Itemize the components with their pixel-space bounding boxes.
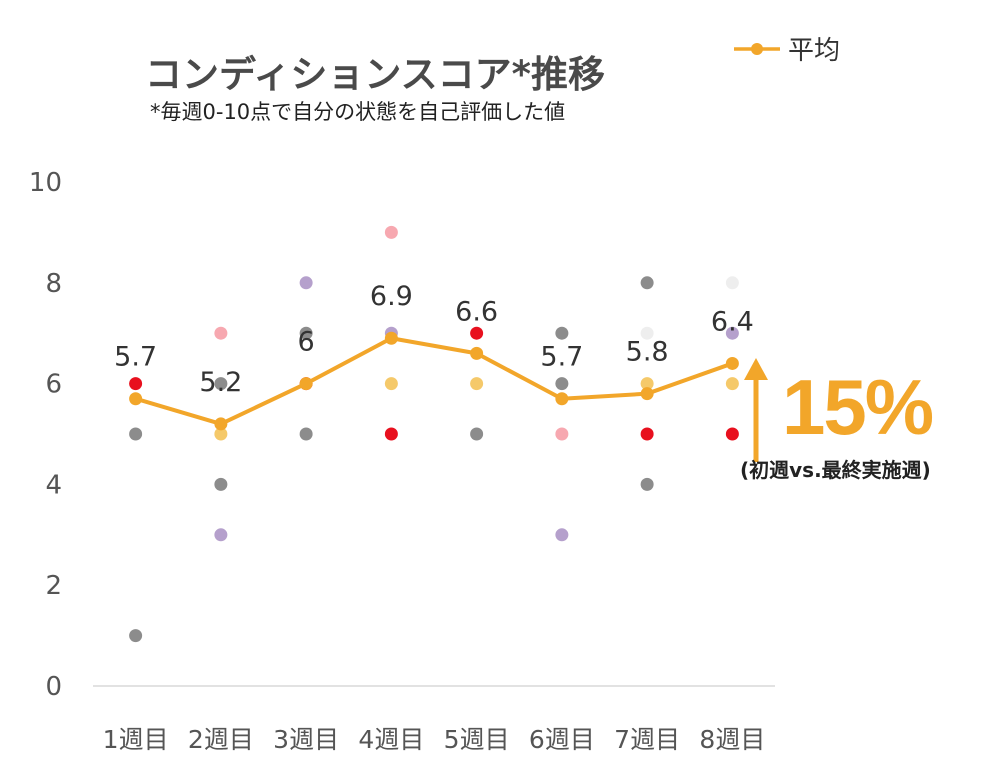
average-data-label: 6.9 (370, 281, 413, 312)
individual-score-point (129, 427, 143, 441)
average-data-label: 5.7 (114, 342, 157, 373)
average-data-label: 5.7 (540, 342, 583, 373)
individual-score-point (299, 427, 313, 441)
average-data-label: 6.6 (455, 296, 498, 327)
legend: 平均 (732, 30, 840, 67)
average-point (384, 331, 398, 345)
average-point (640, 387, 654, 401)
individual-score-point (555, 377, 569, 391)
individual-score-point (470, 427, 484, 441)
x-tick-label: 1週目 (103, 725, 169, 754)
individual-score-point (214, 477, 228, 491)
average-data-label: 5.2 (199, 367, 242, 398)
individual-score-point (725, 377, 739, 391)
individual-score-point (470, 377, 484, 391)
individual-score-point (214, 326, 228, 340)
individual-score-point (214, 528, 228, 542)
individual-score-point (299, 276, 313, 290)
chart-subtitle: *毎週0-10点で自分の状態を自己評価した値 (150, 100, 566, 124)
individual-score-point (640, 276, 654, 290)
individual-score-point (640, 477, 654, 491)
average-line (135, 336, 734, 426)
y-tick-label: 8 (45, 269, 62, 299)
legend-line-icon (734, 42, 780, 55)
average-data-label: 5.8 (626, 337, 669, 368)
x-tick-label: 8週目 (699, 725, 765, 754)
individual-score-point (384, 377, 398, 391)
improvement-percent: 15% (782, 363, 934, 451)
x-tick-label: 7週目 (614, 725, 680, 754)
individual-score-point (129, 629, 143, 643)
individual-score-point (299, 326, 313, 340)
legend-label: 平均 (788, 36, 841, 66)
improvement-callout: 15% (初週vs.最終実施週) (740, 358, 980, 498)
individual-score-point (640, 326, 654, 340)
individual-score-point (384, 427, 398, 441)
individual-score-point (640, 427, 654, 441)
y-tick-label: 6 (45, 370, 62, 400)
x-tick-label: 5週目 (444, 725, 510, 754)
x-tick-label: 2週目 (188, 725, 254, 754)
individual-score-point (725, 427, 739, 441)
average-point (214, 417, 228, 431)
average-point (299, 377, 313, 391)
up-arrow-icon (744, 358, 768, 462)
individual-score-point (555, 427, 569, 441)
individual-score-point (470, 326, 484, 340)
average-point (470, 346, 484, 360)
individual-score-point (725, 326, 739, 340)
average-point (725, 356, 739, 370)
y-tick-label: 2 (45, 571, 62, 601)
y-tick-label: 10 (29, 168, 62, 198)
average-data-label: 6 (298, 327, 315, 358)
chart-title: コンディションスコア*推移 (145, 53, 606, 96)
individual-score-point (640, 377, 654, 391)
y-tick-label: 4 (45, 470, 62, 500)
individual-score-point (129, 377, 143, 391)
individual-score-point (214, 377, 228, 391)
individual-score-point (214, 427, 228, 441)
x-tick-label: 6週目 (529, 725, 595, 754)
average-point (555, 392, 569, 406)
average-point (129, 392, 143, 406)
average-data-label: 6.4 (711, 306, 754, 337)
x-tick-label: 4週目 (358, 725, 424, 754)
individual-score-point (384, 225, 398, 239)
y-tick-label: 0 (45, 672, 62, 702)
x-tick-label: 3週目 (273, 725, 339, 754)
individual-score-point (555, 326, 569, 340)
individual-score-point (555, 528, 569, 542)
improvement-note: (初週vs.最終実施週) (740, 458, 931, 482)
individual-score-point (725, 276, 739, 290)
